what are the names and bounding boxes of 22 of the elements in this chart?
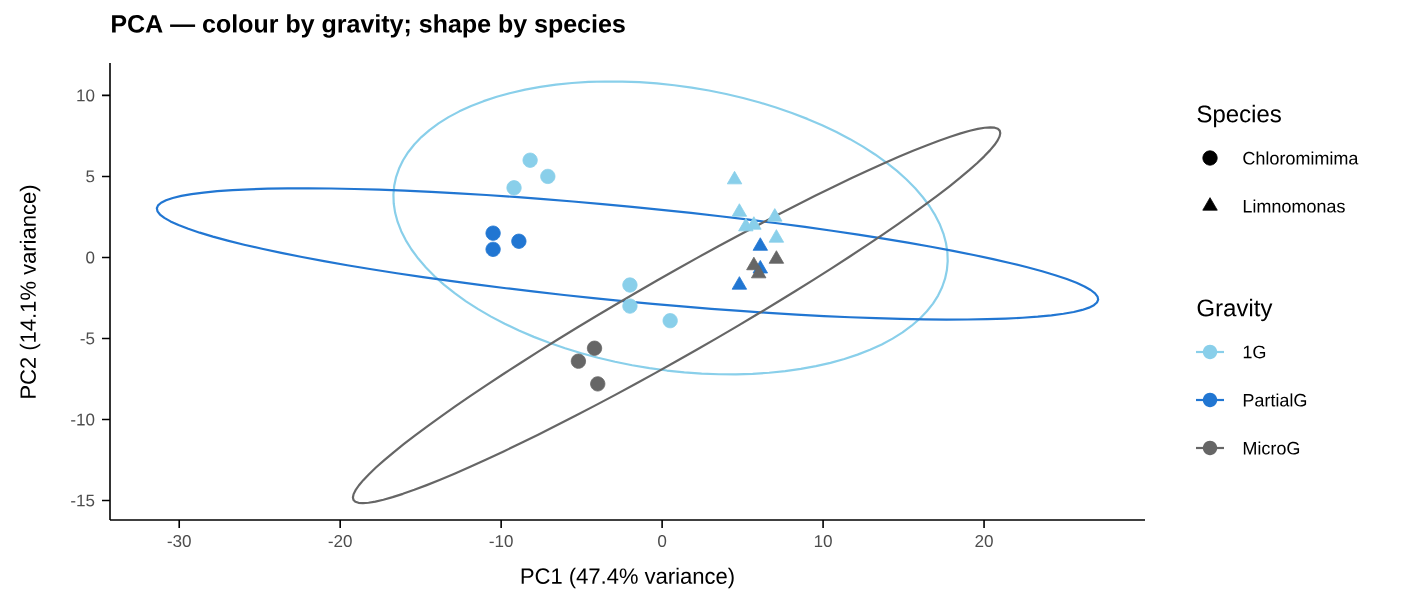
legend-label: PartialG (1243, 393, 1307, 407)
text: Chloromimima (1243, 151, 1359, 165)
text: Species (1197, 104, 1281, 128)
x-axis-title: PC1 (47.4% variance) (521, 567, 734, 589)
text: Limnomonas (1243, 199, 1345, 213)
x-tick-label: -30 (167, 535, 191, 548)
legend-label: 1G (1243, 345, 1266, 359)
x-tick-label: -20 (328, 535, 352, 548)
y-tick-label: 10 (77, 89, 95, 102)
legend-label: MicroG (1243, 441, 1300, 455)
x-tick-label: -10 (489, 535, 513, 548)
y-tick-label: -15 (71, 494, 95, 507)
y-tick-label: -5 (80, 332, 95, 345)
legend-title: Gravity (1197, 298, 1273, 322)
y-tick-label: 5 (86, 170, 95, 183)
y-tick-label: 0 (86, 251, 95, 264)
y-axis-title: PC2 (14.1% variance) (19, 185, 41, 398)
y-tick-label: -10 (71, 413, 95, 426)
x-tick-label: 20 (975, 535, 993, 548)
x-tick-label: 0 (658, 535, 667, 548)
chart-title: PCA — colour by gravity; shape by species (112, 14, 625, 38)
x-tick-label: 10 (814, 535, 832, 548)
